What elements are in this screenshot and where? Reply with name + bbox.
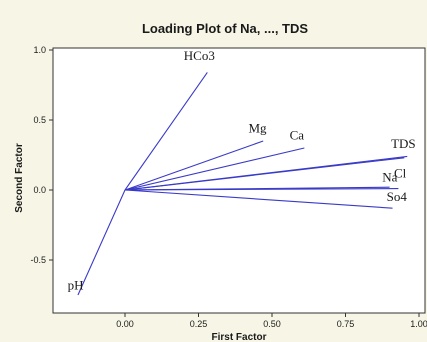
x-tick-label: 0.00 <box>116 319 134 329</box>
loading-line-mg <box>124 140 264 191</box>
y-axis-label: Second Factor <box>14 143 25 213</box>
chart-title: Loading Plot of Na, ..., TDS <box>142 21 308 36</box>
loading-line-ca <box>124 147 305 191</box>
y-tick-label: 0.0 <box>33 185 46 195</box>
loading-label-mg: Mg <box>248 121 267 136</box>
loading-label-cl: Cl <box>394 165 407 180</box>
y-tick-label: -0.5 <box>30 255 46 265</box>
x-axis-label: First Factor <box>211 332 266 342</box>
y-axis-ticks: 1.0 0.5 0.0 -0.5 <box>30 45 53 265</box>
loading-line-so4 <box>124 189 393 209</box>
loading-label-so4: So4 <box>387 189 408 204</box>
loading-label-tds: TDS <box>391 136 416 151</box>
loading-label-hco3: HCo3 <box>184 48 215 63</box>
loading-line-hco3 <box>124 72 208 191</box>
x-tick-label: 0.50 <box>263 319 281 329</box>
loading-line-ec <box>124 157 405 191</box>
x-axis-ticks: 0.00 0.25 0.50 0.75 1.00 <box>116 313 427 329</box>
loading-label-ca: Ca <box>290 128 305 143</box>
y-tick-label: 0.5 <box>33 115 46 125</box>
y-tick-label: 1.0 <box>33 45 46 55</box>
loading-label-na: Na <box>382 170 397 185</box>
loading-lines <box>77 72 408 296</box>
x-tick-label: 0.75 <box>337 319 355 329</box>
x-tick-label: 1.00 <box>410 319 427 329</box>
loading-line-ph <box>77 189 126 296</box>
loading-line-cl <box>124 188 399 191</box>
plot-area <box>52 47 426 314</box>
x-tick-label: 0.25 <box>190 319 208 329</box>
loading-label-ph: pH <box>68 277 84 292</box>
